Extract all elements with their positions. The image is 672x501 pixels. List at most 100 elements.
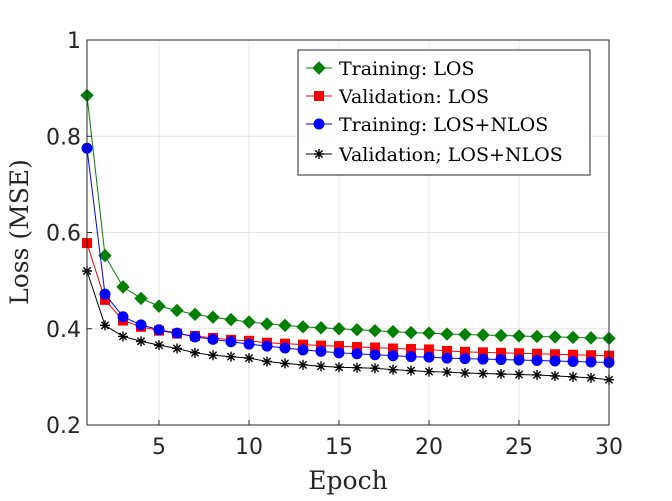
data-point — [404, 325, 418, 340]
data-point — [350, 323, 364, 337]
x-tick-label: 5 — [152, 435, 166, 460]
data-point — [440, 327, 454, 341]
data-point — [568, 371, 578, 382]
data-point — [136, 336, 146, 347]
data-point — [208, 350, 218, 361]
legend-marker-1 — [312, 61, 326, 75]
data-point — [279, 342, 291, 354]
data-point — [206, 310, 220, 324]
data-point — [531, 355, 543, 367]
data-point — [368, 323, 382, 338]
y-axis-label: Loss (MSE) — [5, 159, 34, 305]
data-point — [171, 327, 183, 339]
data-point — [99, 288, 111, 300]
data-point — [170, 303, 184, 318]
data-point — [333, 347, 345, 359]
y-tick-label: 0.8 — [46, 125, 81, 150]
data-point — [262, 356, 272, 367]
data-point — [478, 368, 488, 379]
data-point — [370, 363, 380, 374]
data-point — [422, 326, 436, 340]
x-axis-label: Epoch — [308, 466, 387, 495]
data-point — [406, 365, 416, 376]
series-4 — [82, 266, 614, 385]
legend-marker-4 — [314, 149, 324, 159]
x-tick-label: 20 — [415, 435, 443, 460]
data-point — [566, 330, 580, 345]
data-point — [405, 351, 417, 363]
data-point — [135, 319, 147, 331]
y-tick-label: 0.2 — [46, 414, 81, 439]
series-layer — [80, 88, 616, 385]
data-point — [98, 248, 112, 263]
data-point — [458, 327, 472, 342]
data-point — [298, 359, 308, 370]
data-point — [585, 356, 597, 368]
data-point — [388, 364, 398, 375]
data-point — [134, 291, 148, 306]
data-point — [423, 351, 435, 363]
data-point — [207, 333, 219, 345]
data-point — [351, 348, 363, 360]
data-point — [225, 336, 237, 348]
x-tick-label: 15 — [325, 435, 353, 460]
data-point — [532, 369, 542, 380]
legend-label-1: Training: LOS — [339, 58, 475, 80]
data-point — [316, 361, 326, 372]
data-point — [459, 353, 471, 365]
legend-box — [297, 49, 591, 176]
data-point — [280, 358, 290, 369]
data-point — [117, 311, 129, 323]
data-point — [314, 321, 328, 335]
data-point — [154, 340, 164, 351]
x-tick-label: 25 — [505, 435, 533, 460]
data-point — [188, 307, 202, 322]
data-point — [100, 320, 110, 331]
series-1 — [80, 88, 616, 346]
y-tick-label: 0.6 — [46, 222, 81, 247]
data-point — [513, 354, 525, 366]
data-point — [152, 299, 166, 313]
data-point — [584, 331, 598, 345]
data-point — [369, 349, 381, 361]
data-point — [260, 317, 274, 331]
data-point — [477, 353, 489, 365]
data-point — [442, 367, 452, 378]
data-point — [297, 344, 309, 356]
data-point — [476, 328, 490, 342]
data-point — [424, 366, 434, 377]
data-point — [352, 362, 362, 373]
y-tick-label: 1 — [67, 29, 81, 54]
legend-label-4: Validation; LOS+NLOS — [338, 144, 563, 166]
x-tick-label: 10 — [235, 435, 263, 460]
series-3 — [81, 142, 615, 368]
data-point — [387, 350, 399, 362]
data-point — [495, 354, 507, 366]
data-point — [172, 343, 182, 354]
data-point — [334, 362, 344, 373]
data-point — [153, 324, 165, 336]
data-point — [224, 312, 238, 327]
data-point — [116, 280, 130, 294]
data-point — [586, 372, 596, 383]
data-point — [386, 324, 400, 339]
data-point — [496, 368, 506, 379]
data-point — [548, 330, 562, 344]
data-point — [244, 353, 254, 364]
data-point — [550, 370, 560, 381]
data-point — [441, 352, 453, 364]
data-point — [261, 340, 273, 352]
legend-marker-2 — [314, 91, 324, 101]
data-point — [494, 328, 508, 343]
data-point — [514, 369, 524, 380]
data-point — [190, 347, 200, 358]
y-tick-label: 0.4 — [46, 318, 81, 343]
data-point — [460, 368, 470, 379]
legend-label-3: Training: LOS+NLOS — [339, 114, 548, 136]
data-point — [189, 331, 201, 343]
legend: Training: LOS Validation: LOS Training: … — [297, 49, 591, 176]
data-point — [226, 351, 236, 362]
data-point — [567, 355, 579, 367]
legend-marker-3 — [313, 118, 325, 130]
